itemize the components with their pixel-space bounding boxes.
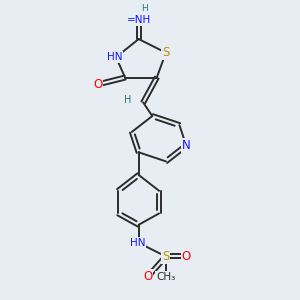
Text: O: O — [93, 78, 103, 91]
Text: HN: HN — [130, 238, 145, 248]
Text: CH₃: CH₃ — [156, 272, 176, 282]
Text: S: S — [162, 250, 169, 263]
Text: =NH: =NH — [127, 15, 151, 25]
Text: HN: HN — [107, 52, 123, 62]
Text: O: O — [182, 250, 191, 263]
Text: S: S — [162, 46, 169, 59]
Text: H: H — [141, 4, 148, 13]
Text: O: O — [143, 270, 152, 283]
Text: H: H — [124, 95, 131, 105]
Text: N: N — [182, 139, 190, 152]
